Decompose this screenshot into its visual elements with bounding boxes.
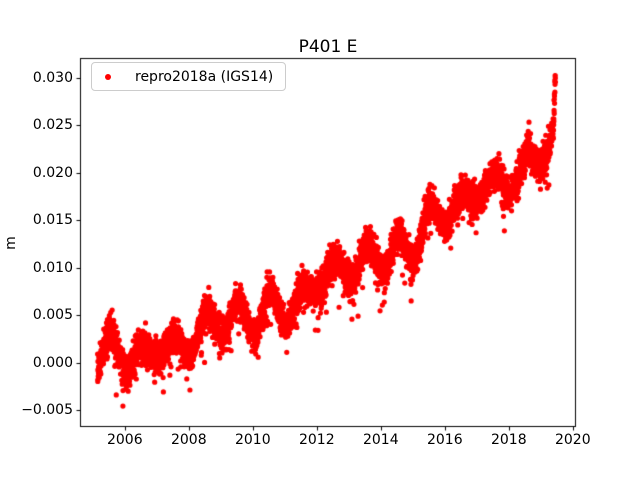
y-tick-label: −0.005 — [21, 402, 73, 419]
x-tick-label: 2018 — [490, 432, 527, 448]
y-tick-label: 0.005 — [32, 307, 73, 324]
legend-marker-dot-icon — [105, 73, 111, 80]
y-tick-label: 0.010 — [32, 259, 73, 276]
chart-title: P401 E — [298, 37, 358, 57]
x-tick-label: 2012 — [298, 432, 335, 448]
y-axis-tick-labels: −0.005 0.000 0.005 0.010 0.015 0.020 0.025 0.03… — [0, 0, 80, 480]
x-axis-tick-labels: 2006 2008 2010 2012 2014 2016 2018 2020 — [0, 433, 640, 449]
x-tick-label: 2016 — [426, 432, 463, 448]
x-tick-label: 2010 — [234, 432, 271, 448]
y-tick-label: 0.030 — [32, 69, 73, 86]
x-tick-label: 2008 — [170, 432, 207, 448]
legend: repro2018a (IGS14) — [91, 62, 287, 91]
y-tick-label: 0.020 — [32, 164, 73, 181]
legend-label: repro2018a (IGS14) — [135, 68, 274, 85]
y-tick-label: 0.025 — [32, 117, 73, 134]
y-tick-label: 0.015 — [32, 212, 73, 229]
x-tick-label: 2006 — [106, 432, 143, 448]
x-tick-label: 2020 — [554, 432, 591, 448]
y-tick-label: 0.000 — [32, 354, 73, 371]
x-tick-label: 2014 — [362, 432, 399, 448]
